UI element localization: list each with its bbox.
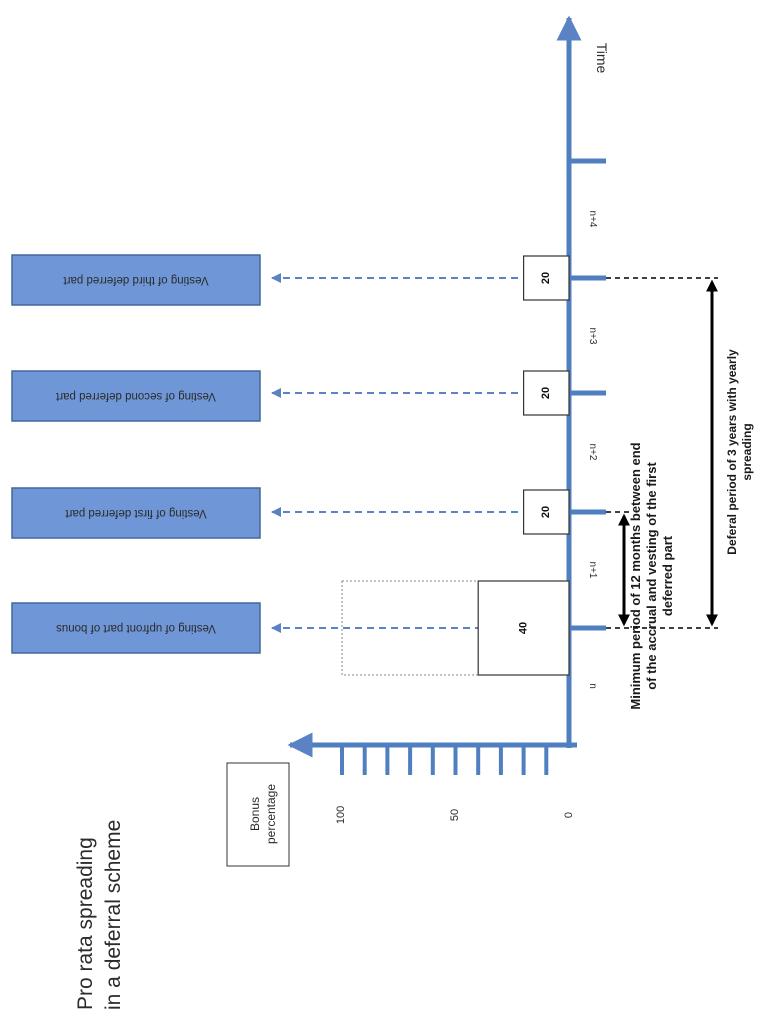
deferral-period-line-1: Deferal period of 3 years with yearly [725,349,739,555]
y-axis-label-box [226,762,290,867]
bar-label-3: 20 [540,272,552,284]
bar-label-2: 20 [540,387,552,399]
title: Pro rata spreading in a deferral scheme [74,820,125,1010]
vesting-box-upfront: Vesting of upfront part of bonus [11,602,261,654]
vesting-box-upfront-label: Vesting of upfront part of bonus [56,622,216,634]
period-label-n1: n+1 [587,562,598,579]
bar-0 [477,580,570,676]
y-axis-label-line-1: Bonus [248,797,262,831]
vesting-box-second-deferred-label: Vesting of second deferred part [55,390,216,402]
min-period-line-1: Minimum period of 12 months between end [628,442,643,709]
bar-label-1: 20 [540,506,552,518]
min-period-line-3: deferred part [660,535,675,616]
y-tick-label-100: 100 [335,806,347,824]
period-label-n4: n+4 [587,211,598,228]
vesting-box-third-deferred-label: Vesting of third deferred part [63,274,209,286]
period-label-n: n [587,683,598,689]
period-label-n2: n+2 [587,444,598,461]
time-axis-label: Time [594,43,610,74]
min-period-annotation: Minimum period of 12 months between end … [628,442,675,709]
vesting-box-second-deferred: Vesting of second deferred part [11,370,261,422]
min-period-line-2: of the accrual and vesting of the first [644,462,659,690]
vesting-box-third-deferred: Vesting of third deferred part [11,254,261,306]
bar-2 [522,370,570,416]
bonus-bars: 40 20 20 20 [341,255,570,676]
vesting-box-first-deferred-label: Vesting of first deferred part [65,507,207,519]
y-axis-label: Bonus percentage [248,784,278,844]
y-tick-label-50: 50 [449,809,461,821]
bar-label-0: 40 [518,622,530,634]
deferral-period-line-2: spreading [740,423,754,480]
period-label-n3: n+3 [587,328,598,345]
bar-3 [522,255,570,301]
y-axis-label-line-2: percentage [264,784,278,844]
title-line-1: Pro rata spreading [74,837,97,1010]
deferral-period-annotation: Deferal period of 3 years with yearly sp… [725,349,754,555]
bonus-axis-ticks [340,745,549,775]
vesting-box-first-deferred: Vesting of first deferred part [11,487,261,539]
title-line-2: in a deferral scheme [102,820,125,1010]
bar-1 [522,489,570,535]
y-tick-label-0: 0 [563,812,575,818]
